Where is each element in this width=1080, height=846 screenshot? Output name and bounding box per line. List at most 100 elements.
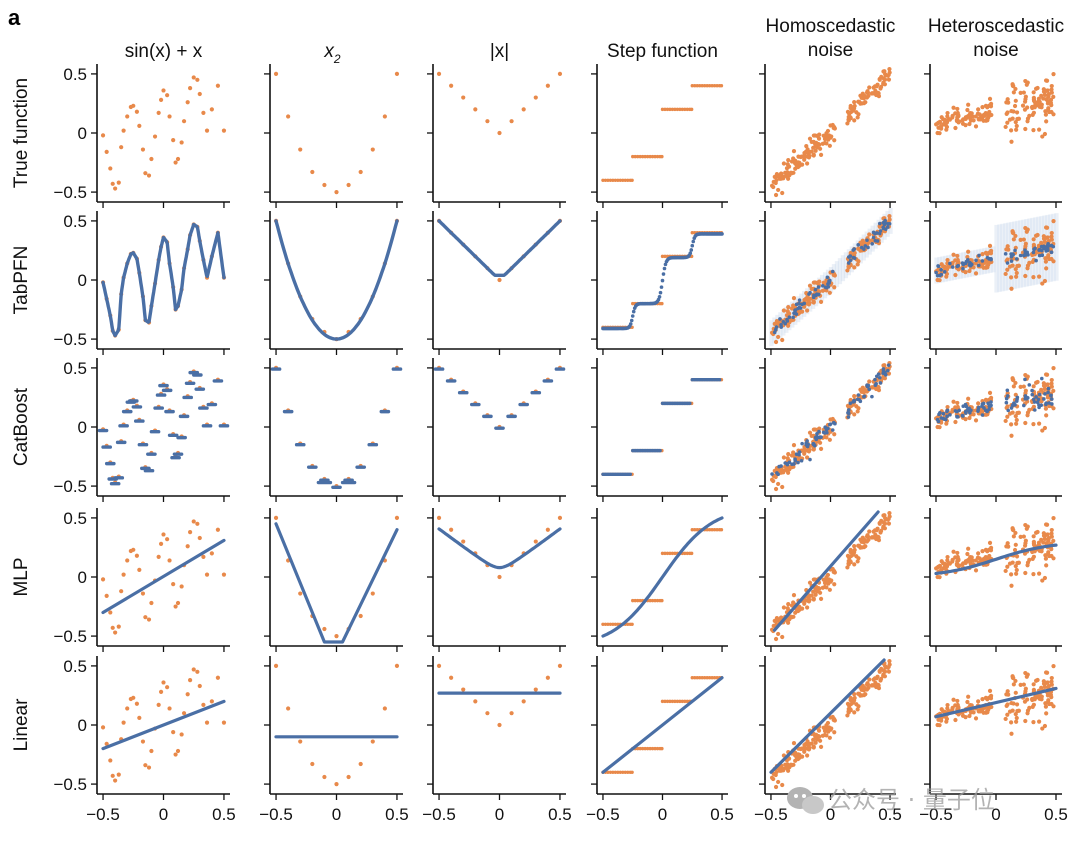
data-point — [776, 631, 781, 637]
data-point — [1013, 414, 1018, 419]
data-point — [1018, 384, 1023, 389]
subplot-tabpfn-0: 0.5 0 −0.5 — [53, 211, 230, 355]
data-point — [957, 563, 962, 568]
data-point — [673, 699, 677, 704]
data-point — [855, 409, 860, 414]
data-point — [785, 762, 790, 767]
data-point — [832, 432, 837, 437]
data-point — [786, 323, 791, 328]
data-point — [886, 664, 891, 670]
data-point — [976, 551, 981, 556]
data-point — [955, 400, 960, 406]
data-point — [557, 515, 563, 521]
data-point — [631, 598, 635, 603]
data-point — [828, 123, 833, 128]
data-point — [670, 107, 675, 112]
data-point — [545, 675, 550, 680]
data-point — [195, 77, 200, 82]
data-point — [986, 115, 991, 120]
data-point — [608, 622, 613, 626]
data-point — [116, 772, 121, 777]
data-point — [1046, 550, 1051, 555]
data-point — [116, 180, 121, 185]
prediction-point — [1030, 388, 1034, 393]
row-label: TabPFN — [11, 246, 32, 315]
prediction-point — [1013, 248, 1017, 253]
data-point — [1021, 384, 1026, 389]
data-point — [1049, 377, 1054, 383]
data-point — [1007, 561, 1013, 566]
data-point — [848, 695, 853, 701]
data-point — [1018, 534, 1023, 539]
data-point — [104, 593, 109, 599]
data-point — [1013, 678, 1018, 684]
data-point — [1051, 406, 1056, 411]
data-point — [685, 699, 690, 704]
data-point — [273, 515, 279, 521]
data-point — [1023, 570, 1028, 576]
data-point — [936, 120, 942, 125]
data-point — [987, 243, 993, 248]
data-point — [986, 707, 991, 712]
data-point — [945, 554, 950, 560]
data-point — [358, 761, 363, 767]
data-point — [989, 704, 994, 710]
data-point — [775, 173, 780, 179]
data-point — [870, 91, 875, 96]
prediction-point — [936, 264, 940, 268]
data-point — [695, 84, 699, 88]
model-fit — [601, 676, 724, 774]
data-point — [670, 699, 675, 704]
data-point — [633, 598, 637, 603]
true-function-points — [273, 365, 400, 489]
prediction-point — [887, 221, 892, 226]
data-point — [848, 115, 853, 120]
subplot-linear-2: −0.5 0 0.5 — [422, 656, 572, 824]
data-point — [827, 133, 832, 138]
data-point — [813, 740, 818, 745]
y-tick-label: 0.5 — [63, 65, 87, 84]
data-point — [967, 268, 972, 274]
data-point — [1049, 679, 1054, 684]
x-tick-label: 0.5 — [878, 805, 902, 824]
data-point — [832, 730, 837, 735]
data-point — [854, 110, 859, 115]
prediction-point — [1025, 250, 1029, 255]
data-point — [648, 598, 652, 603]
prediction-point — [1049, 397, 1054, 401]
subplot-linear-4: −0.5 0 0.5 — [754, 656, 902, 824]
data-point — [695, 676, 699, 680]
data-point — [1031, 422, 1036, 427]
prediction-point — [1046, 390, 1050, 395]
data-point — [1031, 539, 1036, 544]
x-tick-label: 0 — [332, 805, 341, 824]
data-point — [1051, 516, 1056, 521]
data-point — [966, 102, 971, 107]
data-point — [1031, 242, 1036, 247]
data-point — [1013, 542, 1018, 547]
prediction-point — [824, 427, 829, 432]
data-point — [966, 396, 971, 401]
data-point — [1037, 571, 1042, 576]
data-point — [631, 154, 635, 159]
data-point — [1031, 128, 1036, 133]
prediction-point — [862, 394, 867, 399]
data-point — [956, 558, 961, 563]
data-point — [854, 554, 859, 559]
data-point — [533, 539, 538, 544]
data-point — [171, 581, 176, 587]
data-point — [655, 598, 660, 603]
row-label: Linear — [11, 698, 32, 751]
prediction-point — [1036, 397, 1041, 402]
data-point — [1043, 704, 1049, 709]
data-point — [650, 598, 655, 603]
data-point — [976, 401, 981, 406]
prediction-point — [937, 412, 941, 417]
data-point — [771, 623, 776, 628]
data-point — [951, 697, 956, 702]
data-point — [775, 617, 780, 623]
data-point — [678, 699, 682, 704]
data-point — [149, 156, 154, 162]
x-tick-label: 0 — [159, 805, 168, 824]
data-point — [983, 397, 989, 402]
